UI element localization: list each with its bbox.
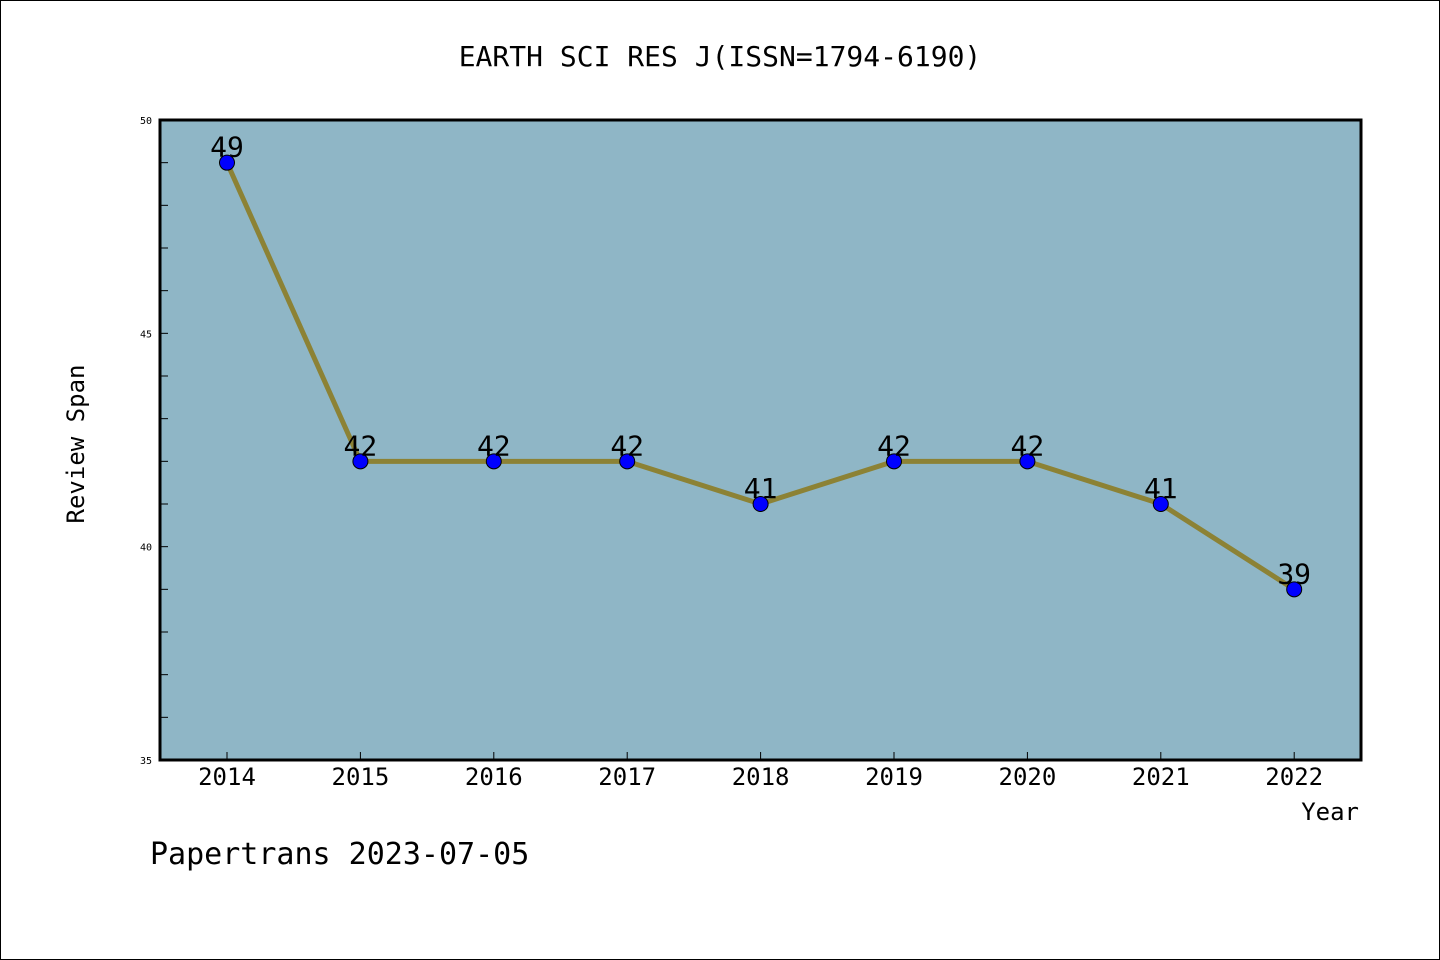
data-point xyxy=(1152,496,1169,512)
data-label: 42 xyxy=(477,429,511,462)
marker-layer xyxy=(219,154,1303,598)
data-label: 42 xyxy=(1011,429,1045,462)
x-tick-label: 2020 xyxy=(999,763,1057,791)
data-label: 39 xyxy=(1277,557,1311,590)
data-label: 42 xyxy=(610,429,644,462)
data-point xyxy=(219,154,235,171)
chart-title: EARTH SCI RES J(ISSN=1794-6190) xyxy=(459,40,982,73)
x-tick-label: 2019 xyxy=(865,763,923,791)
x-tick-label: 2022 xyxy=(1265,763,1323,791)
y-axis-label: Review Span xyxy=(62,365,90,524)
y-tick-label: 50 xyxy=(140,116,152,127)
data-label: 42 xyxy=(877,429,911,462)
data-label-layer: 49 42 42 42 41 42 42 41 39 xyxy=(210,131,1311,591)
x-tick-label: 2016 xyxy=(465,763,523,791)
y-tick-label: 40 xyxy=(140,543,152,554)
data-label: 41 xyxy=(744,472,778,505)
data-point xyxy=(352,453,369,470)
data-label: 42 xyxy=(344,429,378,462)
x-tick-label: 2021 xyxy=(1132,763,1190,791)
x-tick-label: 2014 xyxy=(198,763,256,791)
data-point xyxy=(1019,453,1036,470)
x-tick-label: 2015 xyxy=(332,763,390,791)
x-tick-label: 2018 xyxy=(732,763,790,791)
y-axis: 35 40 45 50 xyxy=(140,116,168,767)
plot-area xyxy=(158,118,1363,762)
data-point xyxy=(619,453,636,470)
data-point xyxy=(485,453,502,470)
x-axis-label: Year xyxy=(1301,798,1359,826)
data-point xyxy=(1286,581,1303,598)
watermark-text: Papertrans 2023-07-05 xyxy=(150,837,529,872)
y-tick-label: 45 xyxy=(140,329,152,340)
data-label: 49 xyxy=(210,131,244,164)
x-axis: 2014 2015 2016 2017 2018 2019 2020 2021 2022 xyxy=(198,752,1323,791)
data-point xyxy=(752,496,769,512)
data-point xyxy=(886,453,902,470)
y-tick-label: 35 xyxy=(140,756,152,767)
data-label: 41 xyxy=(1144,472,1178,505)
x-tick-label: 2017 xyxy=(598,763,656,791)
